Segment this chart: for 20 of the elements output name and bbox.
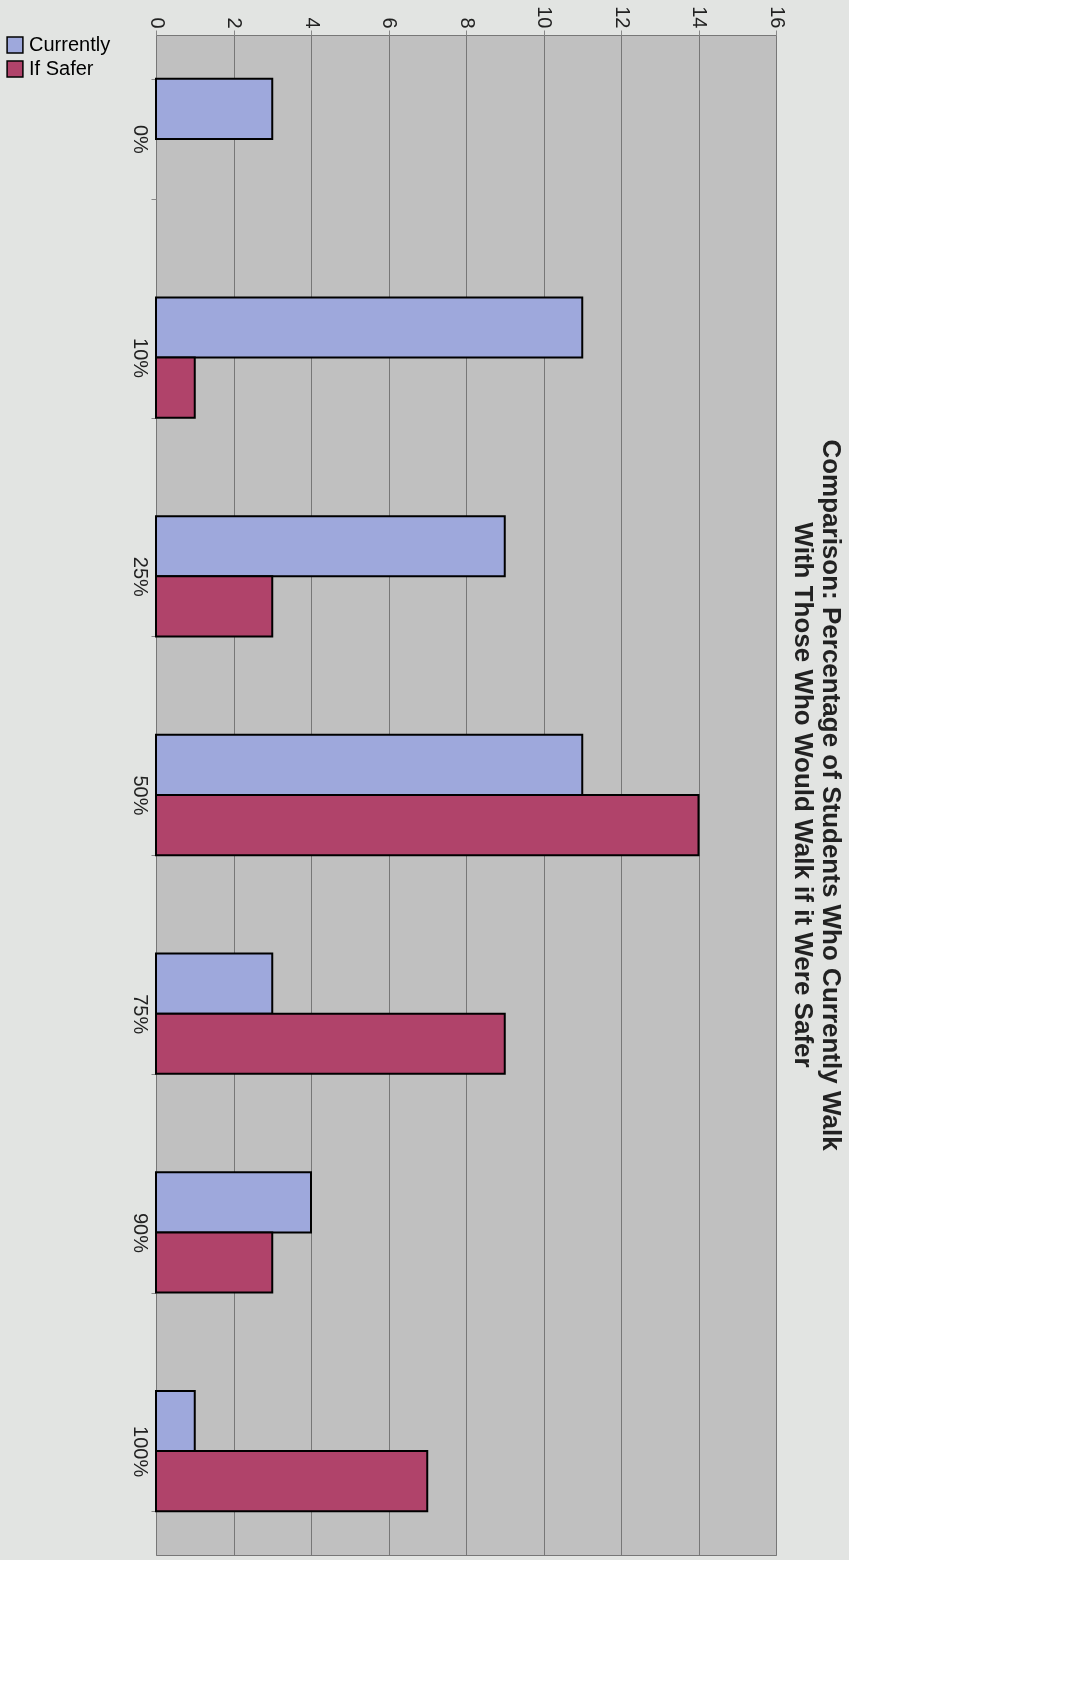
y-tick-label: 90% (129, 1212, 152, 1254)
y-tick-label: 100% (129, 1426, 152, 1478)
x-tick-label: 8 (456, 17, 479, 29)
y-tick-label: 0% (129, 124, 152, 155)
x-tick-label: 14 (689, 6, 711, 29)
y-tick-label: 10% (129, 338, 152, 379)
x-tick-label: 10 (534, 6, 556, 29)
x-tick-label: 6 (379, 17, 401, 29)
legend-label: If Safer (29, 57, 94, 79)
x-tick-label: 2 (224, 17, 246, 29)
x-tick-label: 4 (301, 17, 324, 29)
legend-label: Currently (29, 33, 111, 55)
y-tick-label: 75% (129, 994, 152, 1035)
y-tick-label: 25% (129, 556, 152, 598)
x-tick-label: 12 (611, 6, 634, 29)
bar (155, 77, 274, 140)
y-tick-label: 50% (129, 775, 152, 816)
text: Comparison: Percentage of Students Who Currently Walk With Those Who Would Walk if it Were Safer (789, 439, 847, 1152)
x-tick-label: 16 (766, 6, 789, 29)
x-tick-label: 0 (146, 17, 169, 29)
